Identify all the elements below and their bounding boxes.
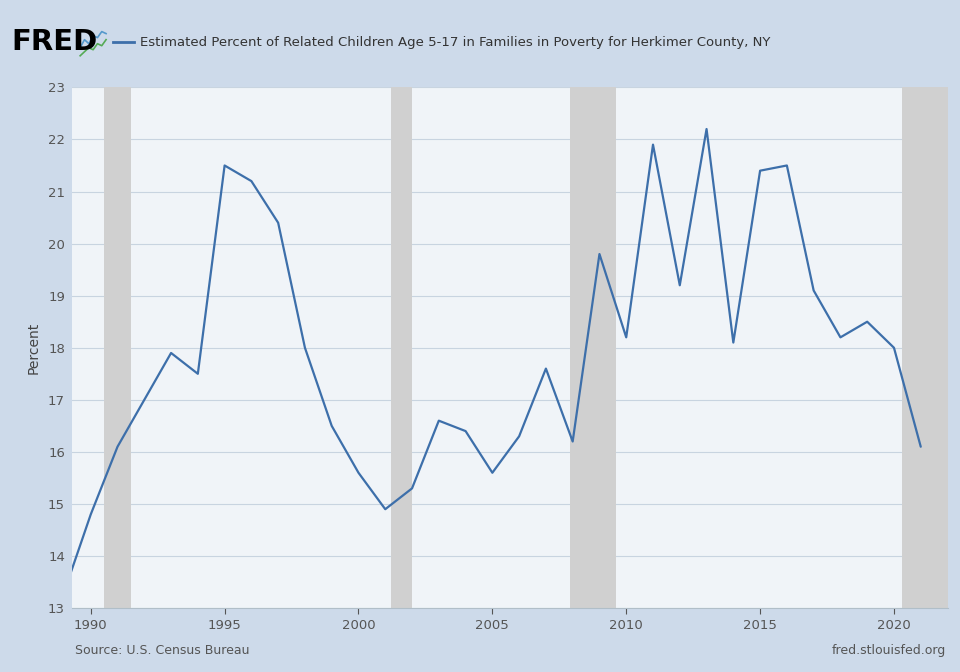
Text: Estimated Percent of Related Children Age 5-17 in Families in Poverty for Herkim: Estimated Percent of Related Children Ag… (140, 36, 771, 49)
Bar (104, 87, 131, 608)
Text: Source: U.S. Census Bureau: Source: U.S. Census Bureau (75, 644, 250, 657)
Text: fred.stlouisfed.org: fred.stlouisfed.org (831, 644, 946, 657)
Bar (391, 87, 412, 608)
Y-axis label: Percent: Percent (27, 322, 41, 374)
Text: FRED: FRED (12, 28, 98, 56)
Bar (570, 87, 615, 608)
Bar (902, 87, 960, 608)
